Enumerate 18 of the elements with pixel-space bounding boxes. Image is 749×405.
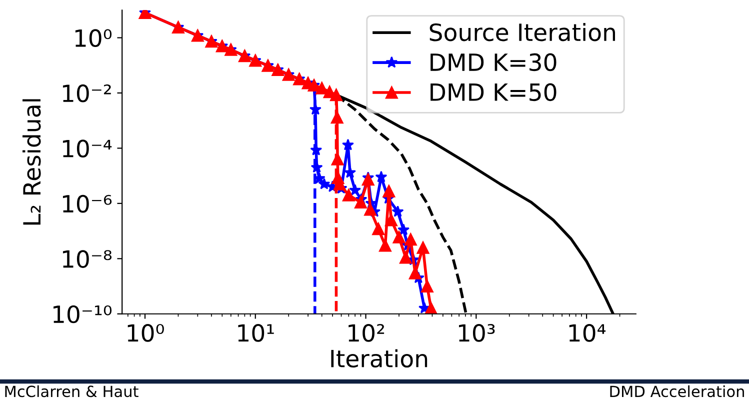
- legend-label: DMD K=30: [430, 53, 556, 72]
- x-tick-label: 10⁰: [128, 324, 164, 342]
- y-tick-label: 10⁻⁶: [62, 194, 112, 213]
- legend-label: Source Iteration: [430, 22, 616, 42]
- y-tick-label: 10⁻¹⁰: [54, 305, 112, 324]
- x-tick-label: 10¹: [238, 324, 274, 342]
- x-tick-label: 10⁴: [569, 324, 606, 342]
- text: DMD Acceleration: [610, 385, 744, 398]
- y-tick-label: 10⁻⁴: [62, 140, 112, 158]
- y-tick-label: 10⁻⁸: [62, 250, 112, 268]
- text: McClarren & Haut: [5, 385, 138, 398]
- x-tick-label: 10²: [348, 324, 384, 342]
- legend-label: DMD K=50: [430, 83, 556, 102]
- y-tick-label: 10⁻²: [62, 84, 111, 102]
- y-tick-label: 10⁰: [75, 29, 112, 48]
- y-axis-title: L₂ Residual: [22, 99, 41, 225]
- x-tick-label: 10³: [458, 324, 495, 342]
- x-axis-title: Iteration: [331, 349, 428, 368]
